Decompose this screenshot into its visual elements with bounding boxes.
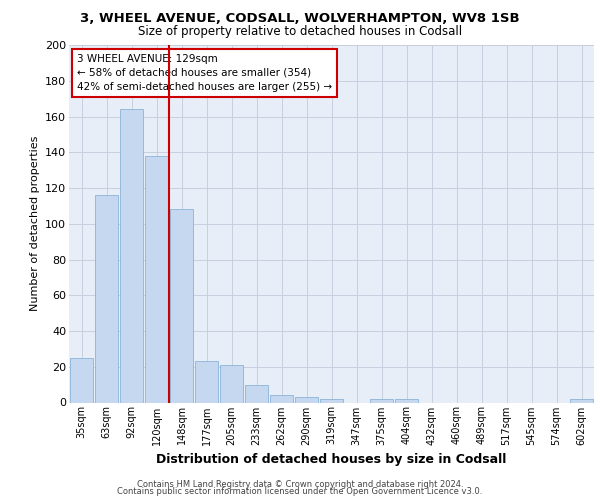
Bar: [395, 399, 418, 402]
Bar: [570, 399, 593, 402]
Text: 3, WHEEL AVENUE, CODSALL, WOLVERHAMPTON, WV8 1SB: 3, WHEEL AVENUE, CODSALL, WOLVERHAMPTON,…: [80, 12, 520, 26]
Text: Size of property relative to detached houses in Codsall: Size of property relative to detached ho…: [138, 25, 462, 38]
Bar: [170, 210, 193, 402]
Bar: [120, 110, 143, 403]
Bar: [95, 195, 118, 402]
Bar: [320, 399, 343, 402]
Bar: [70, 358, 93, 403]
Text: Contains public sector information licensed under the Open Government Licence v3: Contains public sector information licen…: [118, 488, 482, 496]
Text: Contains HM Land Registry data © Crown copyright and database right 2024.: Contains HM Land Registry data © Crown c…: [137, 480, 463, 489]
X-axis label: Distribution of detached houses by size in Codsall: Distribution of detached houses by size …: [157, 453, 506, 466]
Bar: [245, 384, 268, 402]
Bar: [270, 396, 293, 402]
Bar: [195, 362, 218, 403]
Bar: [370, 399, 393, 402]
Bar: [220, 365, 243, 403]
Bar: [145, 156, 168, 402]
Bar: [295, 397, 318, 402]
Text: 3 WHEEL AVENUE: 129sqm
← 58% of detached houses are smaller (354)
42% of semi-de: 3 WHEEL AVENUE: 129sqm ← 58% of detached…: [77, 54, 332, 92]
Y-axis label: Number of detached properties: Number of detached properties: [29, 136, 40, 312]
